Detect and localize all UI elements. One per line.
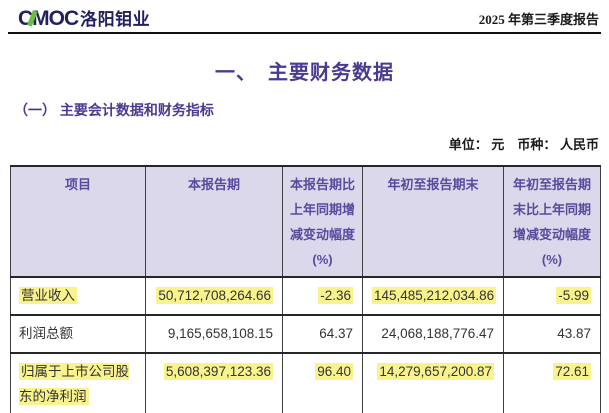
header-cell-ytd: 年初至报告期末 [362, 165, 504, 278]
table-cell: 43.87 [503, 314, 601, 354]
document-header: CM OC 洛阳钼业 2025 年第三季度报告 [0, 0, 609, 32]
table-header-row: 项目 本报告期 本报告期比 上年同期增 减变动幅度 (%) 年初至报告期末 年初… [10, 165, 601, 278]
table-cell: 64.37 [282, 314, 363, 354]
subsection-title: （一） 主要会计数据和财务指标 [14, 102, 214, 118]
table-row-net-profit-attributable: 归属于上市公司股东的净利润 5,608,397,123.36 96.40 14,… [10, 352, 601, 413]
table-cell: 5,608,397,123.36 [145, 352, 283, 413]
table-cell: 96.40 [282, 352, 363, 413]
header-cell-ytd-change: 年初至报告期 末比上年同期 增减变动幅度 (%) [503, 165, 601, 278]
table-cell: 24,068,188,776.47 [362, 314, 504, 354]
section-title: 一、 主要财务数据 [215, 62, 394, 84]
table-cell: 利润总额 [10, 314, 146, 354]
logo-chinese-name: 洛阳钼业 [80, 10, 151, 29]
table-cell: 营业收入 [10, 276, 146, 316]
table-cell: 145,485,212,034.86 [362, 276, 504, 316]
unit-currency-note: 单位： 元 币种： 人民币 [448, 137, 599, 152]
header-cell-item: 项目 [10, 165, 146, 278]
table-cell: 14,279,657,200.87 [362, 352, 504, 413]
table-cell: -2.36 [282, 276, 363, 316]
header-divider [8, 32, 601, 34]
logo-letter-m: M [27, 8, 50, 29]
table-cell: -5.99 [503, 276, 601, 316]
report-title: 2025 年第三季度报告 [478, 12, 599, 27]
header-cell-current-period-change: 本报告期比 上年同期增 减变动幅度 (%) [282, 165, 363, 278]
cmoc-logo: CM OC 洛阳钼业 [18, 8, 150, 29]
table-cell: 9,165,658,108.15 [145, 314, 283, 354]
header-cell-current-period: 本报告期 [145, 165, 283, 278]
logo-letters-oc: OC [48, 7, 79, 30]
table-cell: 72.61 [503, 352, 601, 413]
table-cell: 50,712,708,264.66 [145, 276, 283, 316]
table-cell: 归属于上市公司股东的净利润 [10, 352, 146, 413]
table-row-operating-revenue: 营业收入 50,712,708,264.66 -2.36 145,485,212… [10, 276, 601, 316]
financial-data-table: 项目 本报告期 本报告期比 上年同期增 减变动幅度 (%) 年初至报告期末 年初… [10, 165, 601, 413]
logo-wordmark: CM OC [18, 7, 79, 30]
table-row-total-profit: 利润总额 9,165,658,108.15 64.37 24,068,188,7… [10, 314, 601, 354]
